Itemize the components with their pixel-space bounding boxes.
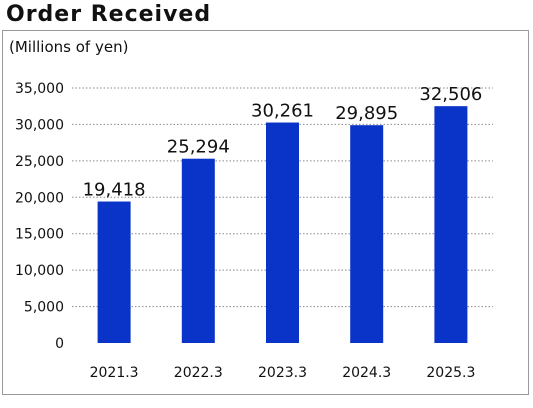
bar: [434, 106, 468, 344]
y-axis-ticks: 0 5,000 10,000 15,000 20,000 25,000 30,000 35,0…: [15, 81, 64, 352]
x-tick-label: 2023.3: [258, 365, 307, 381]
bar: [266, 122, 299, 343]
x-tick-label: 2025.3: [426, 365, 475, 381]
bar: [350, 125, 384, 343]
bar: [181, 158, 215, 343]
y-tick-label: 5,000: [24, 300, 64, 316]
y-axis-unit-label: (Millions of yen): [9, 38, 129, 56]
y-tick-label: 30,000: [15, 117, 64, 133]
x-tick-label: 2021.3: [90, 365, 139, 381]
data-label: 32,506: [419, 84, 482, 105]
data-labels: 19,418 25,294 30,261 29,895 32,506: [83, 84, 483, 200]
y-tick-label: 0: [55, 336, 64, 352]
y-tick-label: 10,000: [15, 263, 64, 279]
data-label: 30,261: [251, 101, 314, 122]
chart-frame: [2, 30, 529, 395]
data-label: 25,294: [167, 137, 230, 158]
x-tick-label: 2022.3: [174, 365, 223, 381]
y-tick-label: 15,000: [15, 227, 64, 243]
y-tick-label: 25,000: [15, 154, 64, 170]
bar: [97, 201, 131, 343]
y-tick-label: 20,000: [15, 190, 64, 206]
data-label: 19,418: [83, 180, 146, 201]
data-label: 29,895: [335, 103, 398, 124]
x-tick-label: 2024.3: [342, 365, 391, 381]
x-axis-ticks: 2021.3 2022.3 2023.3 2024.3 2025.3: [90, 365, 476, 381]
y-tick-label: 35,000: [15, 81, 64, 97]
chart-title: Order Received: [6, 2, 212, 27]
bars: [97, 106, 468, 344]
